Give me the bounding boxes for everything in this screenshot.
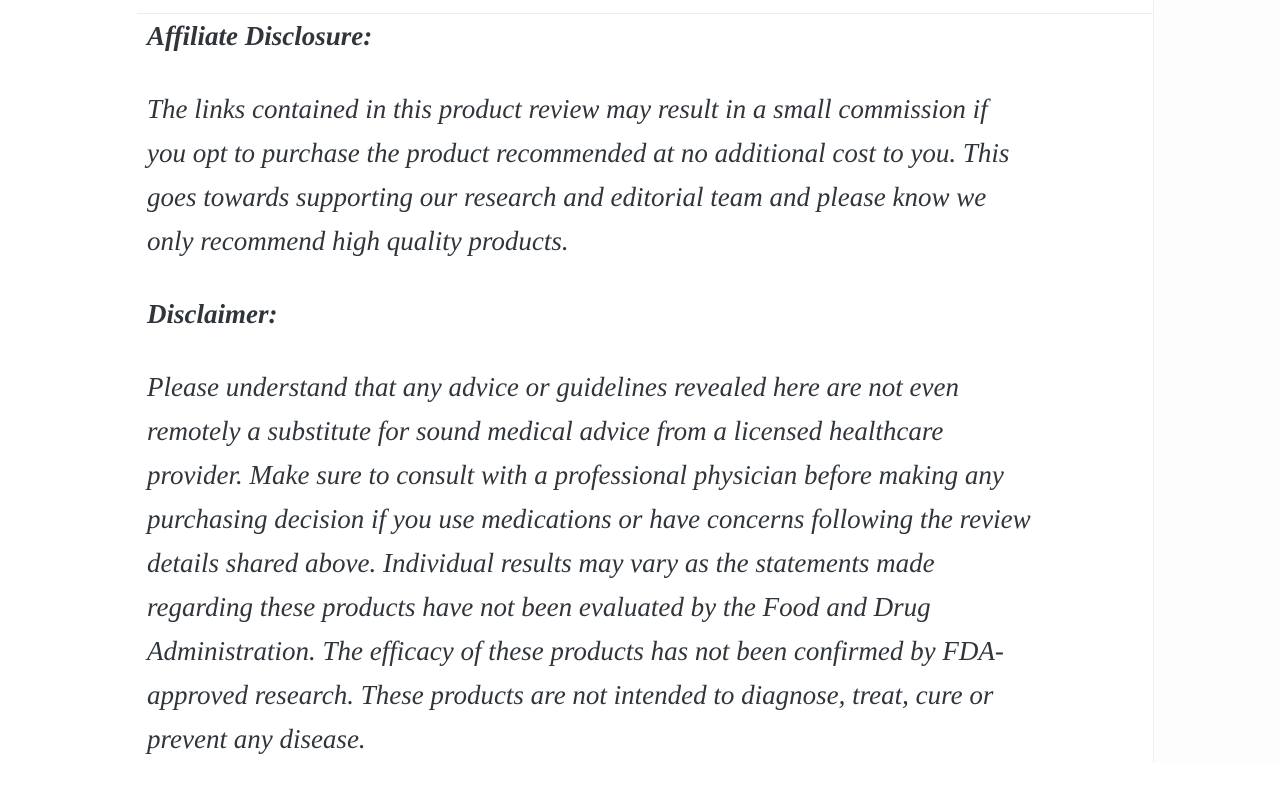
disclaimer-heading: Disclaimer: bbox=[147, 299, 278, 329]
affiliate-disclosure-heading: Affiliate Disclosure: bbox=[147, 21, 373, 51]
page-right-gutter bbox=[1154, 0, 1280, 763]
content-top-divider bbox=[137, 13, 1153, 14]
disclaimer-paragraph: Please understand that any advice or gui… bbox=[147, 372, 1031, 754]
article-disclosure-section: Affiliate Disclosure: The links containe… bbox=[147, 14, 1177, 790]
affiliate-disclosure-paragraph: The links contained in this product revi… bbox=[147, 94, 1010, 256]
content-right-divider bbox=[1153, 0, 1154, 763]
